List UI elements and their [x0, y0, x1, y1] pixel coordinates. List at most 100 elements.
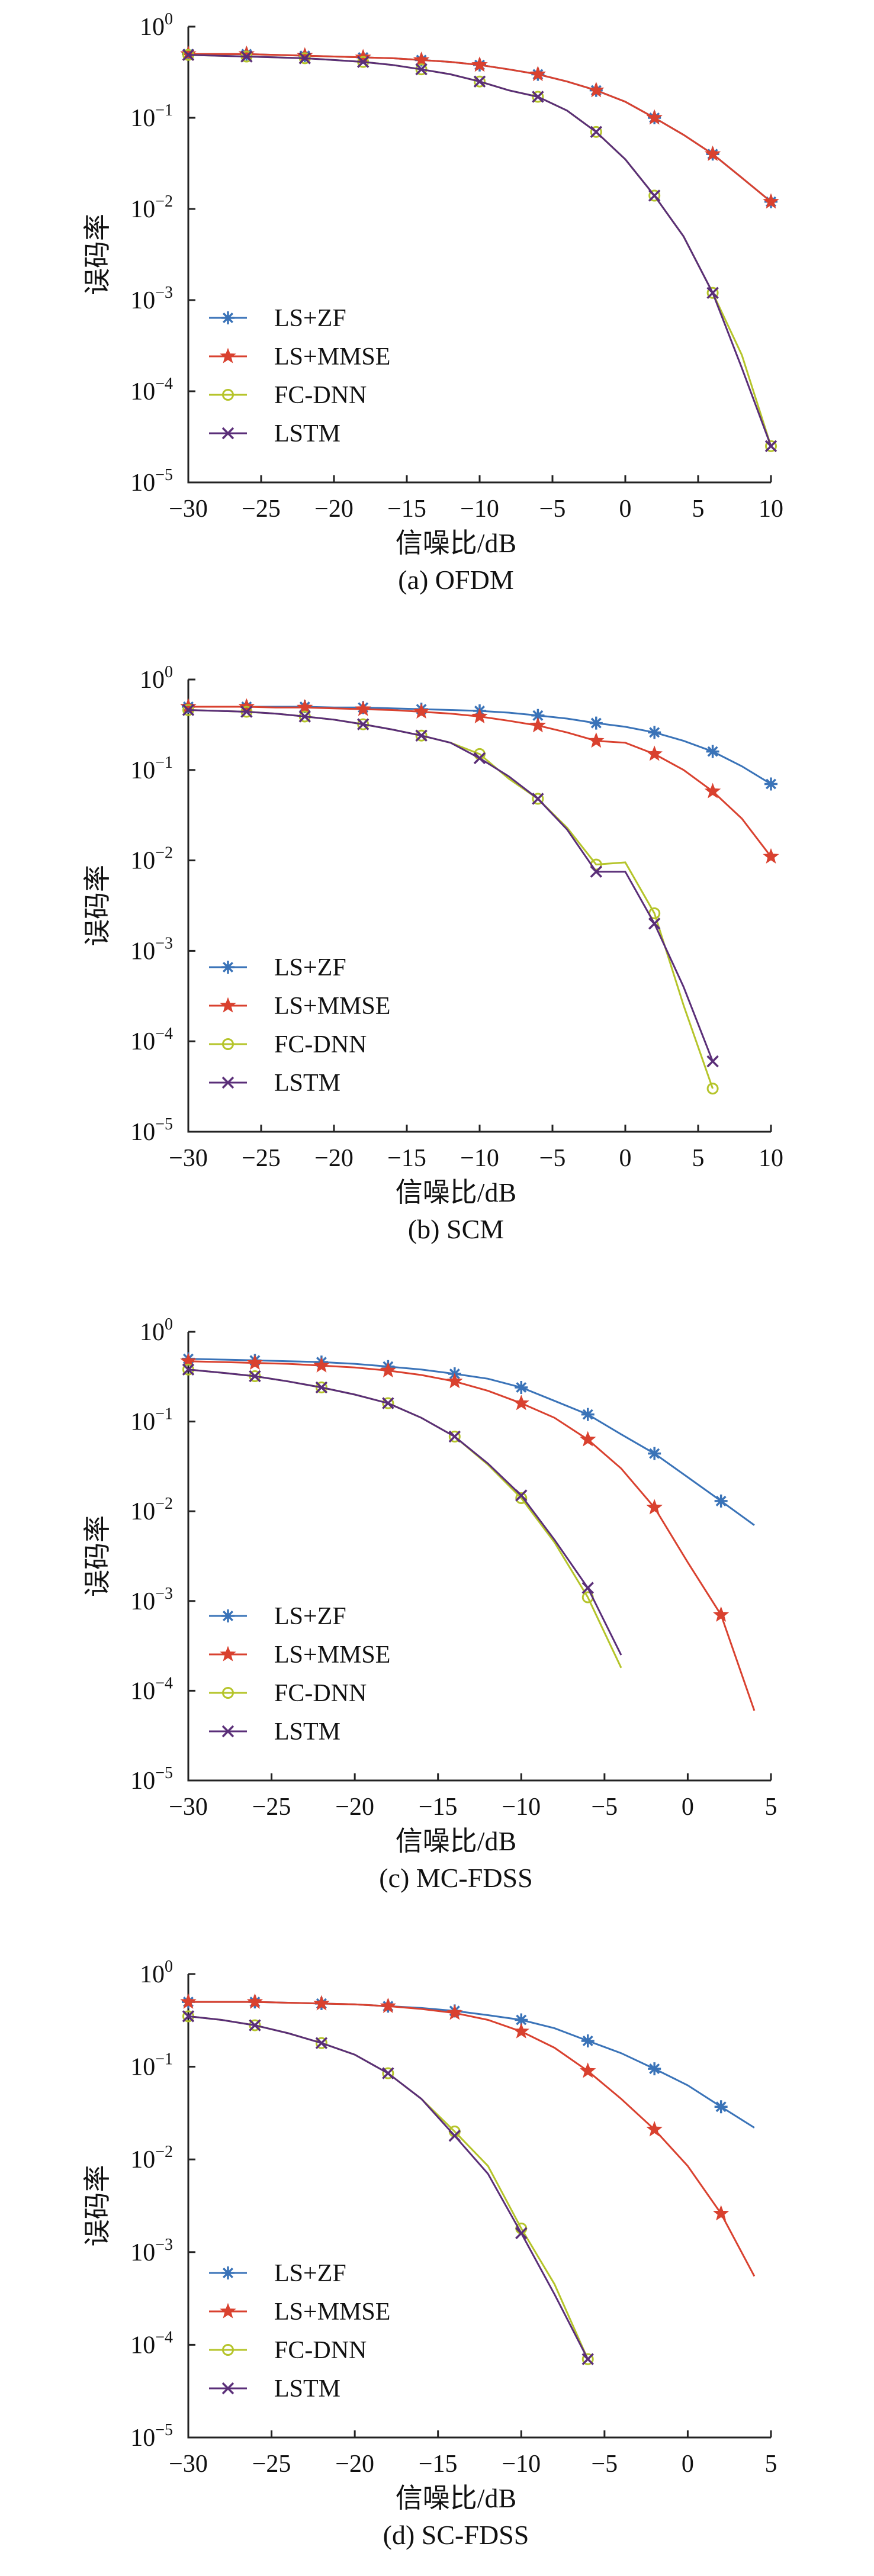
y-tick-label: 10−1: [130, 754, 173, 784]
legend-marker: [221, 2382, 234, 2395]
chart-panel: −30 −25 −20 −15 −10 −5 0 5 10 10−5 10−4 10−3 10−2 10−…: [82, 10, 783, 595]
x-tick-label: −5: [539, 1145, 566, 1172]
y-tick-label: 10−2: [130, 2143, 173, 2174]
data-point: [515, 1380, 528, 1394]
y-tick-label: 10−4: [130, 375, 173, 405]
y-axis-label: 误码率: [82, 2165, 113, 2247]
y-tick-label: 100: [140, 663, 173, 694]
data-point: [648, 189, 661, 202]
legend-marker: [221, 311, 234, 324]
data-point: [313, 1995, 330, 2011]
y-tick-label: 100: [140, 1315, 173, 1346]
x-tick-label: 10: [759, 1145, 783, 1172]
data-point: [182, 49, 195, 61]
data-point: [382, 1397, 394, 1409]
data-point: [581, 2353, 594, 2365]
x-tick-label: −20: [314, 1145, 354, 1172]
x-tick-label: −10: [460, 495, 499, 523]
data-point: [581, 2034, 595, 2047]
x-tick-label: 0: [682, 2451, 694, 2478]
legend-label: LSTM: [274, 2375, 340, 2403]
data-point: [298, 52, 311, 65]
x-tick-label: −5: [592, 2451, 618, 2478]
data-point: [356, 56, 369, 68]
data-point: [580, 1431, 596, 1447]
data-point: [382, 2067, 394, 2079]
data-point: [382, 2067, 394, 2079]
y-tick-label: 10−1: [130, 101, 173, 132]
data-point: [380, 1997, 397, 2013]
legend-label: FC-DNN: [274, 1680, 367, 1707]
y-tick-label: 10−5: [130, 1764, 173, 1795]
data-point: [513, 2023, 529, 2039]
legend-label: LS+MMSE: [274, 993, 390, 1020]
data-point: [532, 793, 544, 805]
x-tick-label: −30: [169, 495, 208, 523]
series-line: [188, 706, 772, 858]
y-tick-label: 10−3: [130, 284, 173, 314]
series-line: [188, 1368, 622, 1656]
legend-label: LS+ZF: [274, 954, 346, 981]
legend-label: LSTM: [274, 1718, 340, 1746]
data-point: [588, 732, 605, 748]
x-tick-label: −15: [419, 1793, 458, 1821]
data-point: [315, 1381, 328, 1394]
legend-marker: [221, 961, 234, 974]
legend-marker: [221, 2266, 234, 2279]
legend-marker: [222, 1687, 234, 1699]
x-tick-label: −30: [169, 2451, 208, 2478]
data-point: [646, 745, 663, 761]
data-point: [714, 2100, 728, 2114]
axis-frame: [187, 680, 771, 1133]
x-tick-label: 5: [692, 1145, 705, 1172]
data-point: [706, 1083, 719, 1095]
panel-caption: (c) MC-FDSS: [379, 1863, 532, 1893]
data-point: [249, 2019, 261, 2031]
data-point: [515, 2227, 528, 2240]
x-tick-label: −15: [387, 495, 426, 523]
data-point: [648, 2062, 661, 2076]
y-tick-label: 10−4: [130, 2328, 173, 2359]
data-point: [765, 440, 777, 452]
data-point: [648, 726, 661, 739]
x-tick-label: −20: [335, 1793, 374, 1821]
data-point: [712, 2205, 730, 2221]
data-point: [581, 2353, 594, 2365]
data-point: [471, 56, 488, 72]
data-point: [240, 706, 253, 718]
data-point: [590, 125, 603, 139]
data-point: [581, 1582, 594, 1594]
y-tick-label: 10−3: [130, 2236, 173, 2266]
x-tick-label: 0: [619, 495, 632, 523]
data-point: [249, 1370, 261, 1383]
data-point: [580, 2062, 596, 2078]
data-point: [706, 286, 719, 300]
legend-marker: [221, 427, 234, 440]
panel-caption: (d) SC-FDSS: [383, 2520, 529, 2550]
data-point: [446, 1373, 463, 1389]
data-point: [446, 2004, 463, 2020]
x-tick-label: −10: [502, 1793, 541, 1821]
x-tick-label: −20: [314, 495, 354, 523]
legend-label: LSTM: [274, 1070, 340, 1097]
legend-label: FC-DNN: [274, 2337, 367, 2364]
x-tick-label: −30: [169, 1793, 208, 1821]
series-line: [188, 1358, 755, 1526]
data-point: [298, 710, 311, 723]
x-tick-label: −25: [252, 1793, 291, 1821]
legend-marker: [220, 997, 236, 1013]
data-point: [471, 708, 488, 724]
data-point: [712, 1606, 730, 1622]
data-point: [529, 66, 547, 82]
data-point: [704, 145, 721, 161]
data-point: [413, 51, 430, 67]
data-point: [246, 1993, 264, 2009]
legend-marker: [222, 1038, 234, 1050]
data-point: [532, 91, 544, 103]
x-tick-label: −10: [460, 1145, 499, 1172]
x-tick-label: −15: [419, 2451, 458, 2478]
panel-caption: (a) OFDM: [398, 565, 513, 595]
y-tick-label: 10−2: [130, 192, 173, 223]
x-axis-label: 信噪比/dB: [396, 528, 516, 558]
legend-marker: [220, 2303, 236, 2319]
